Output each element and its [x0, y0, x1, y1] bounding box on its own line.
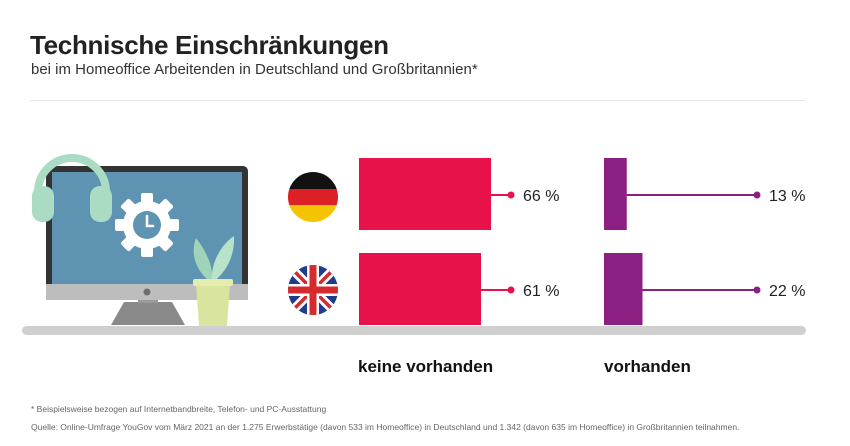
dot-keine-vorhanden-deutschland — [507, 191, 515, 199]
germany-flag-icon — [288, 172, 338, 222]
uk-flag-icon — [288, 265, 338, 315]
plant-icon — [193, 236, 235, 326]
footnote: * Beispielsweise bezogen auf Internetban… — [31, 404, 327, 414]
header-divider — [30, 100, 806, 101]
label-vorhanden-grossbritannien: 22 % — [769, 283, 805, 300]
label-keine-vorhanden-grossbritannien: 61 % — [523, 283, 559, 300]
series-keine-vorhanden: 66 % 61 % — [359, 158, 559, 325]
series-label-vorhanden: vorhanden — [604, 357, 691, 376]
headphones-icon — [32, 154, 112, 222]
bar-vorhanden-grossbritannien — [604, 253, 643, 325]
bar-keine-vorhanden-grossbritannien — [359, 253, 481, 325]
page-subtitle: bei im Homeoffice Arbeitenden in Deutsch… — [31, 61, 478, 78]
label-keine-vorhanden-deutschland: 66 % — [523, 188, 559, 205]
baseline-bar — [22, 326, 806, 335]
dot-keine-vorhanden-grossbritannien — [507, 286, 515, 294]
series-vorhanden: 13 % 22 % — [604, 158, 805, 325]
gear-clock-icon — [115, 193, 179, 257]
source-note: Quelle: Online-Umfrage YouGov vom März 2… — [31, 422, 740, 432]
label-vorhanden-deutschland: 13 % — [769, 188, 805, 205]
page-title: Technische Einschränkungen — [30, 30, 389, 60]
dot-vorhanden-deutschland — [753, 191, 761, 199]
dot-vorhanden-grossbritannien — [753, 286, 761, 294]
bar-keine-vorhanden-deutschland — [359, 158, 491, 230]
bar-vorhanden-deutschland — [604, 158, 627, 230]
series-label-keine-vorhanden: keine vorhanden — [358, 357, 494, 376]
